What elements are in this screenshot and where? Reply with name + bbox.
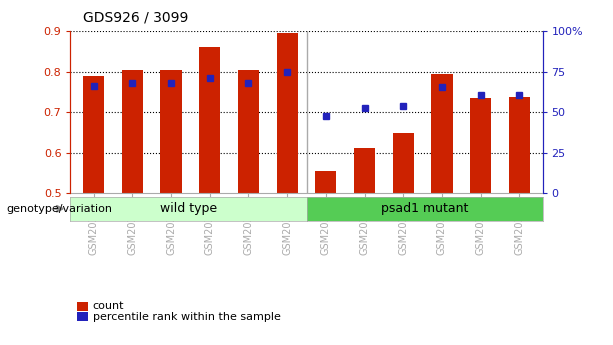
Text: count: count — [93, 301, 124, 311]
Text: GDS926 / 3099: GDS926 / 3099 — [83, 10, 188, 24]
Text: psad1 mutant: psad1 mutant — [381, 202, 468, 215]
Bar — [199, 47, 221, 193]
Bar — [509, 97, 530, 193]
Text: percentile rank within the sample: percentile rank within the sample — [93, 312, 280, 322]
Bar — [432, 75, 452, 193]
Bar — [161, 70, 181, 193]
Bar — [83, 76, 104, 193]
Bar — [354, 148, 375, 193]
Bar — [470, 98, 491, 193]
Bar — [238, 70, 259, 193]
Bar — [122, 70, 143, 193]
Bar — [276, 33, 298, 193]
Bar — [392, 133, 414, 193]
Bar — [315, 171, 337, 193]
Text: wild type: wild type — [160, 202, 217, 215]
Text: genotype/variation: genotype/variation — [6, 204, 112, 214]
